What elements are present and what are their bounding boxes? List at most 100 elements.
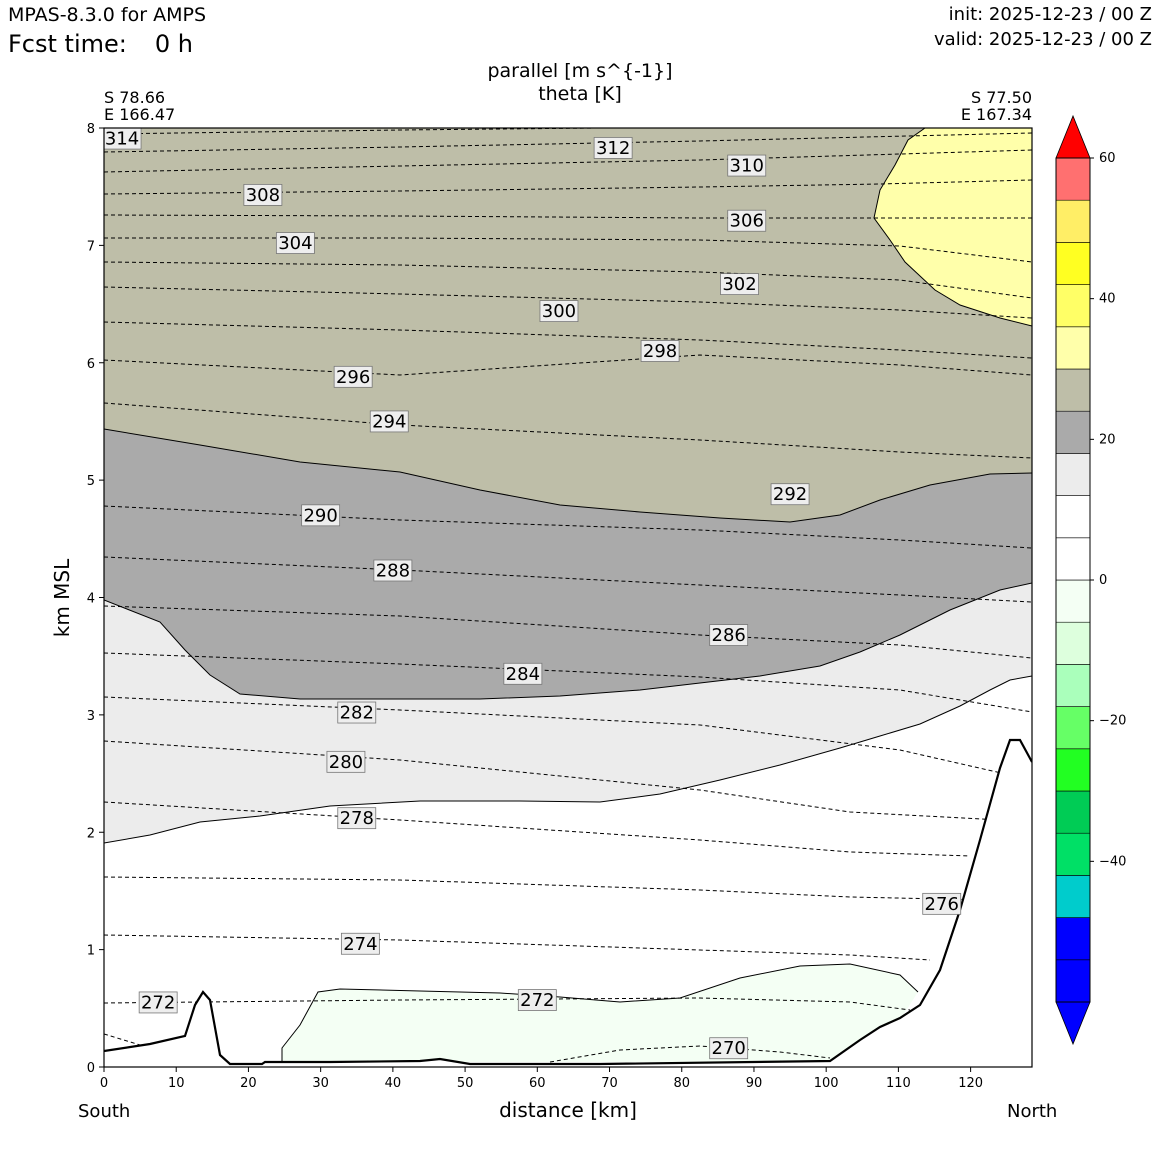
theta-label-box [337, 701, 377, 724]
theta-label: 296 [336, 367, 370, 388]
theta-label: 292 [773, 484, 807, 505]
colorbar-bin [1055, 326, 1091, 370]
x-axis-label: distance [km] [499, 1098, 637, 1122]
start-latitude: S 78.66 [104, 88, 166, 107]
colorbar: 60 40 20 0 −20 −40 [1055, 114, 1126, 1046]
y-axis-ticks: 0 1 2 3 4 5 6 7 8 [87, 122, 104, 1076]
theta-label: 294 [372, 411, 406, 432]
theta-label-box [517, 989, 557, 1011]
colorbar-bin [1055, 959, 1091, 1003]
theta-label: 312 [596, 138, 630, 159]
theta-label-box [709, 1037, 749, 1060]
theta-label: 300 [542, 301, 576, 322]
fill-yellow [874, 128, 1032, 326]
y-tick-label: 7 [87, 239, 95, 254]
theta-label-box [720, 273, 759, 296]
colorbar-bin [1055, 832, 1091, 876]
colorbar-tick-label: 40 [1099, 292, 1116, 307]
theta-label-box [922, 892, 962, 915]
valid-time: valid: 2025-12-23 / 00 Z [934, 29, 1152, 50]
theta-label-box [333, 365, 373, 388]
x-tick-label: 0 [100, 1076, 108, 1091]
theta-label: 276 [925, 894, 959, 915]
theta-label-box [138, 991, 178, 1014]
colorbar-bin [1055, 368, 1091, 412]
colorbar-bin [1055, 453, 1091, 496]
theta-label-box [727, 209, 767, 232]
theta-label: 284 [506, 664, 540, 685]
y-tick-label: 8 [87, 122, 95, 137]
fill-mint [282, 964, 918, 1062]
theta-label: 270 [712, 1038, 746, 1059]
x-tick-label: 110 [886, 1076, 911, 1091]
theta-labels: 314 312 310 308 306 304 302 300 298 296 294 292 290 2… [104, 128, 962, 1060]
colorbar-tick-label: −40 [1099, 854, 1126, 869]
colorbar-bin [1055, 748, 1091, 792]
theta-label: 304 [278, 233, 312, 254]
theta-label-box [727, 154, 767, 177]
theta-label: 278 [340, 808, 374, 829]
theta-label: 310 [730, 156, 764, 177]
colorbar-bin [1055, 790, 1091, 834]
colorbar-bin [1055, 917, 1091, 961]
forecast-time-value: 0 h [154, 30, 193, 58]
y-tick-label: 3 [87, 709, 95, 724]
x-tick-label: 40 [385, 1076, 402, 1091]
forecast-time: Fcst time: 0 h [8, 30, 193, 58]
x-tick-label: 90 [746, 1076, 763, 1091]
theta-label: 308 [246, 185, 280, 206]
fill-outlines [104, 128, 1032, 1062]
colorbar-tick-label: 60 [1099, 151, 1116, 166]
colorbar-bin [1055, 706, 1091, 750]
forecast-time-label: Fcst time: [8, 30, 127, 58]
colorbar-bin [1055, 495, 1091, 539]
theta-label-box [275, 232, 315, 254]
colorbar-bin [1055, 284, 1091, 328]
theta-label-box [243, 184, 283, 206]
theta-label-box [326, 750, 366, 773]
y-tick-label: 2 [87, 826, 95, 841]
theta-label-box [640, 340, 680, 362]
y-tick-label: 0 [87, 1061, 95, 1076]
init-time: init: 2025-12-23 / 00 Z [948, 4, 1152, 25]
theta-label-box [539, 300, 579, 323]
x-tick-label: 50 [457, 1076, 474, 1091]
colorbar-extend-max [1055, 114, 1091, 159]
x-tick-label: 120 [958, 1076, 983, 1091]
y-tick-label: 6 [87, 357, 95, 372]
x-tick-label: 70 [601, 1076, 618, 1091]
theta-label-box [301, 504, 341, 527]
colorbar-tick-label: 0 [1099, 573, 1107, 588]
colorbar-bin [1055, 537, 1091, 581]
colorbar-bin [1055, 579, 1091, 623]
theta-label: 280 [329, 752, 363, 773]
model-title: MPAS-8.3.0 for AMPS [8, 4, 207, 26]
colorbar-extend-min [1055, 1001, 1091, 1046]
chart-title-line1: parallel [m s^{-1}] [487, 60, 673, 82]
y-tick-label: 1 [87, 944, 95, 959]
y-tick-label: 5 [87, 474, 95, 489]
theta-label: 282 [340, 703, 374, 724]
theta-label: 290 [303, 505, 337, 526]
x-tick-label: 30 [312, 1076, 329, 1091]
north-label: North [1007, 1101, 1058, 1122]
end-latitude: S 77.50 [970, 88, 1032, 107]
theta-label: 314 [105, 129, 139, 150]
end-longitude: E 167.34 [960, 105, 1032, 124]
theta-label: 272 [520, 990, 554, 1011]
colorbar-tick-label: 20 [1099, 432, 1116, 447]
x-tick-label: 80 [673, 1076, 690, 1091]
colorbar-bin [1055, 410, 1091, 454]
colorbar-bin [1055, 875, 1091, 918]
colorbar-bin [1055, 157, 1091, 201]
theta-label-box [503, 662, 543, 685]
theta-label: 274 [343, 934, 377, 955]
theta-label-box [770, 483, 810, 506]
theta-label-box [337, 807, 377, 830]
x-tick-label: 100 [814, 1076, 839, 1091]
terrain-fill [104, 740, 1032, 1067]
theta-label-box [373, 559, 413, 582]
start-longitude: E 166.47 [104, 105, 176, 124]
x-tick-label: 60 [529, 1076, 546, 1091]
